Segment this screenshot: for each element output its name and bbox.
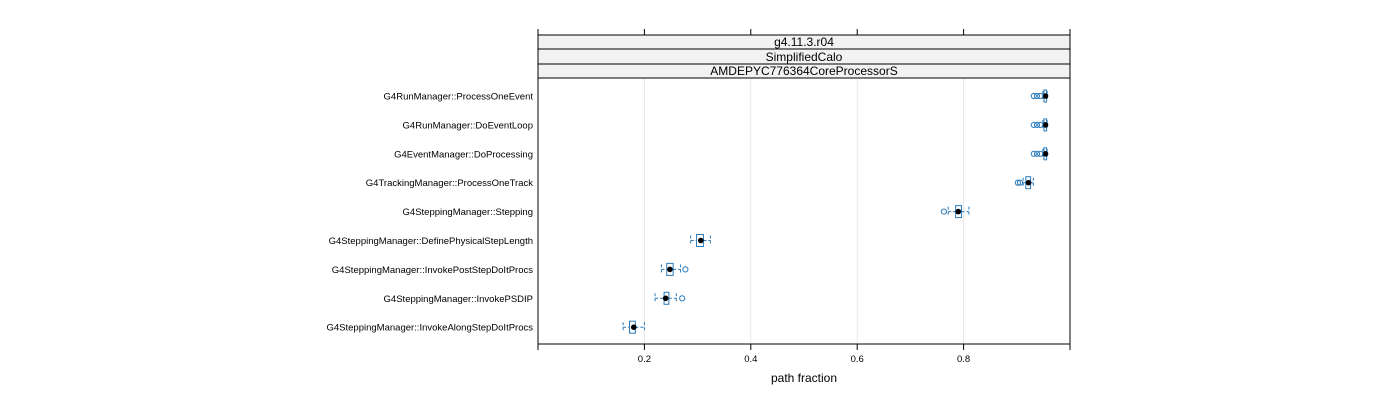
median-dot-4 [955, 208, 962, 215]
median-dot-5 [697, 237, 704, 244]
outlier-1-1 [1033, 121, 1041, 129]
outlier-0-1 [1033, 92, 1041, 100]
boxplots [622, 89, 1049, 334]
box-rect-6 [666, 262, 674, 276]
outlier-4-0 [940, 208, 948, 215]
outlier-0-0 [1030, 92, 1037, 100]
x-tick-label-3: 0.8 [957, 354, 970, 365]
x-axis-label: path fraction [771, 371, 837, 385]
outlier-3-1 [1016, 179, 1024, 186]
outlier-2-2 [1037, 150, 1044, 157]
outlier-1-0 [1030, 121, 1037, 129]
median-dot-6 [667, 266, 673, 273]
median-dot-3 [1025, 179, 1032, 186]
box-6 [660, 262, 689, 276]
strip-group: g4.11.3.r04 SimplifiedCalo AMDEPYC776364… [537, 34, 1071, 79]
strip-3-label: AMDEPYC776364CoreProcessorS [710, 64, 897, 78]
category-label-8: G4SteppingManager::InvokeAlongStepDoItPr… [327, 323, 534, 334]
box-7 [654, 291, 686, 305]
outlier-2-1 [1033, 150, 1041, 157]
median-dot-0 [1042, 93, 1049, 99]
category-labels: G4RunManager::ProcessOneEventG4RunManage… [327, 92, 534, 334]
x-tick-label-1: 0.4 [744, 354, 757, 365]
category-label-6: G4SteppingManager::InvokePostStepDoItPro… [332, 265, 533, 276]
category-label-7: G4SteppingManager::InvokePSDIP [384, 294, 533, 305]
outlier-0-2 [1037, 92, 1044, 100]
grid-lines [643, 78, 965, 344]
x-tick-label-0: 0.2 [638, 354, 651, 365]
plot-frame [537, 77, 1071, 345]
median-dot-7 [662, 295, 669, 302]
category-label-0: G4RunManager::ProcessOneEvent [384, 92, 534, 103]
strip-1-label: g4.11.3.r04 [774, 35, 834, 49]
outlier-3-0 [1014, 179, 1021, 186]
median-dot-2 [1042, 151, 1049, 157]
median-dot-1 [1042, 122, 1049, 128]
outlier-6-0 [682, 266, 689, 273]
box-3 [1014, 176, 1034, 190]
outlier-1-2 [1037, 121, 1044, 129]
outlier-7-0 [679, 295, 686, 302]
category-label-3: G4TrackingManager::ProcessOneTrack [366, 178, 533, 189]
axis-ticks: 0.2 0.4 0.6 0.8 [537, 29, 1071, 365]
strip-2-label: SimplifiedCalo [766, 50, 843, 64]
box-0 [1030, 89, 1049, 103]
box-2 [1030, 147, 1049, 161]
x-tick-label-2: 0.6 [851, 354, 864, 365]
category-label-5: G4SteppingManager::DefinePhysicalStepLen… [329, 236, 533, 247]
category-label-4: G4SteppingManager::Stepping [403, 207, 533, 218]
category-label-1: G4RunManager::DoEventLoop [403, 120, 533, 131]
box-5 [690, 234, 711, 247]
box-8 [622, 320, 645, 334]
category-label-2: G4EventManager::DoProcessing [394, 149, 533, 160]
box-1 [1030, 118, 1049, 132]
median-dot-8 [630, 324, 637, 331]
box-4 [940, 205, 970, 219]
outlier-2-0 [1030, 150, 1037, 157]
